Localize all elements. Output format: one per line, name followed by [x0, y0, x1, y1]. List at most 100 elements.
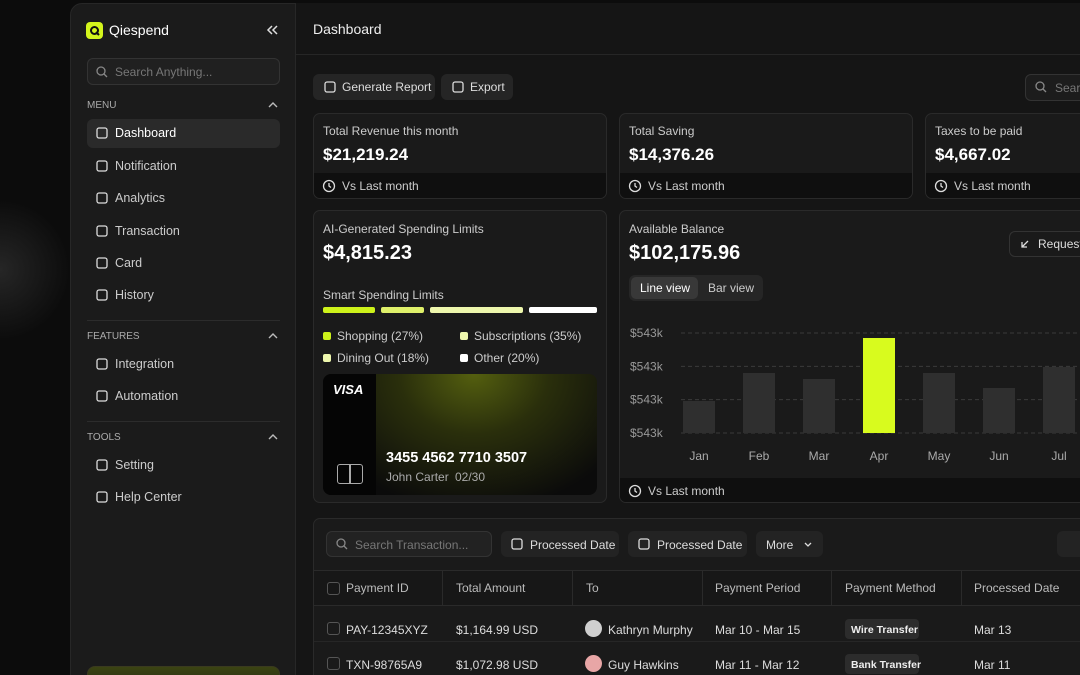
filter-label[interactable]: Processed Date: [530, 538, 616, 552]
request-label[interactable]: Request: [1038, 237, 1080, 251]
nav-item[interactable]: Analytics: [115, 191, 166, 205]
row-divider: [314, 641, 1080, 642]
transaction-search[interactable]: [326, 531, 492, 557]
nav-icon: [96, 192, 108, 204]
card-brand: VISA: [333, 382, 364, 397]
avatar: [585, 620, 602, 637]
nav-item[interactable]: History: [115, 288, 154, 302]
y-tick-label: $543k: [630, 393, 664, 407]
spending-panel: AI-Generated Spending Limits $4,815.23 Sma…: [313, 210, 607, 503]
card-expiry: 02/30: [455, 470, 486, 484]
logo-mark: [90, 26, 100, 36]
avatar: [585, 655, 602, 672]
x-tick-label: Jan: [689, 449, 708, 463]
sidebar-search[interactable]: [87, 58, 280, 85]
checkbox[interactable]: [327, 622, 340, 635]
section-title: FEATURES: [87, 331, 140, 342]
filter-button[interactable]: [501, 531, 619, 557]
nav-item[interactable]: Dashboard: [115, 126, 177, 140]
card-chip: [337, 464, 363, 484]
clock-icon: [934, 179, 948, 193]
legend-swatch: [323, 332, 331, 340]
stat-card: Total Saving $14,376.26 Vs Last month: [619, 113, 913, 199]
nav-item[interactable]: Help Center: [115, 490, 182, 504]
toolbar-button-label[interactable]: Generate Report: [342, 80, 432, 94]
stat-value: $21,219.24: [323, 145, 409, 164]
search-icon: [336, 538, 348, 550]
request-button[interactable]: [1009, 231, 1080, 257]
nav-item[interactable]: Card: [115, 256, 143, 270]
bar: [743, 373, 775, 433]
sidebar: [70, 3, 296, 675]
tab[interactable]: Line view: [640, 281, 691, 295]
x-tick-label: Jul: [1051, 449, 1066, 463]
cell: $1,164.99 USD: [456, 623, 539, 637]
button-icon: [324, 81, 336, 93]
x-tick-label: May: [928, 449, 951, 463]
legend-label: Other (20%): [474, 351, 540, 365]
column-header: Payment Method: [845, 581, 936, 595]
stat-label: Total Revenue this month: [323, 124, 459, 138]
cell: Mar 11 - Mar 12: [715, 658, 800, 672]
clock-icon: [322, 179, 336, 193]
nav-item[interactable]: Notification: [115, 159, 177, 173]
column-divider: [961, 570, 962, 606]
stat-card: Total Revenue this month $21,219.24 Vs Las…: [313, 113, 607, 199]
legend-label: Subscriptions (35%): [474, 329, 582, 343]
bar: [803, 379, 835, 433]
column-divider: [442, 570, 443, 606]
column-header: Payment Period: [715, 581, 801, 595]
cell: $1,072.98 USD: [456, 658, 539, 672]
y-tick-label: $543k: [630, 326, 664, 340]
checkbox[interactable]: [327, 582, 340, 595]
divider: [87, 421, 280, 422]
brand[interactable]: Qiespend: [109, 22, 169, 38]
filter-label[interactable]: Processed Date: [657, 538, 743, 552]
spending-subtitle: Smart Spending Limits: [323, 288, 444, 302]
x-tick-label: Feb: [749, 449, 770, 463]
nav-icon: [96, 225, 108, 237]
cell: TXN-98765A9: [346, 658, 423, 672]
section-title: TOOLS: [87, 432, 121, 443]
legend-swatch: [460, 354, 468, 362]
nav-icon: [96, 358, 108, 370]
filter-label[interactable]: More: [766, 538, 794, 552]
cell: Mar 13: [974, 623, 1012, 637]
sidebar-search-placeholder: Search Anything...: [115, 65, 213, 79]
nav-item[interactable]: Integration: [115, 357, 175, 371]
toolbar-button-label[interactable]: Export: [470, 80, 505, 94]
export-button[interactable]: [1057, 531, 1080, 557]
sidebar-promo: [87, 666, 280, 675]
filter-button[interactable]: [756, 531, 823, 557]
tab[interactable]: Bar view: [708, 281, 755, 295]
legend-label: Shopping (27%): [337, 329, 424, 343]
nav-item[interactable]: Transaction: [115, 224, 180, 238]
nav-item[interactable]: Setting: [115, 458, 154, 472]
table-header-bg: [314, 570, 1080, 606]
toolbar-button[interactable]: [313, 74, 435, 100]
filter-button[interactable]: [628, 531, 747, 557]
nav-item[interactable]: Automation: [115, 389, 179, 403]
card-number: 3455 4562 7710 3507: [386, 450, 528, 466]
method-badge: [845, 654, 919, 674]
balance-footer: Vs Last month: [648, 484, 725, 498]
button-icon: [452, 81, 464, 93]
cell: Guy Hawkins: [608, 658, 679, 672]
checkbox[interactable]: [327, 657, 340, 670]
toolbar-search-placeholder: Search: [1055, 81, 1080, 95]
clock-icon: [628, 484, 642, 498]
section-title: MENU: [87, 100, 117, 111]
stat-label: Taxes to be paid: [935, 124, 1023, 138]
stat-value: $4,667.02: [935, 145, 1011, 164]
legend-label: Dining Out (18%): [337, 351, 430, 365]
y-tick-label: $543k: [630, 426, 664, 440]
nav-icon: [96, 390, 108, 402]
toolbar-search[interactable]: [1025, 74, 1080, 101]
balance-footer-bg: [620, 478, 1080, 502]
nav-icon: [96, 491, 108, 503]
stat-value: $14,376.26: [629, 145, 715, 164]
limit-segment: [323, 307, 375, 313]
cell: PAY-12345XYZ: [346, 623, 428, 637]
collapse-icon: [266, 25, 278, 35]
